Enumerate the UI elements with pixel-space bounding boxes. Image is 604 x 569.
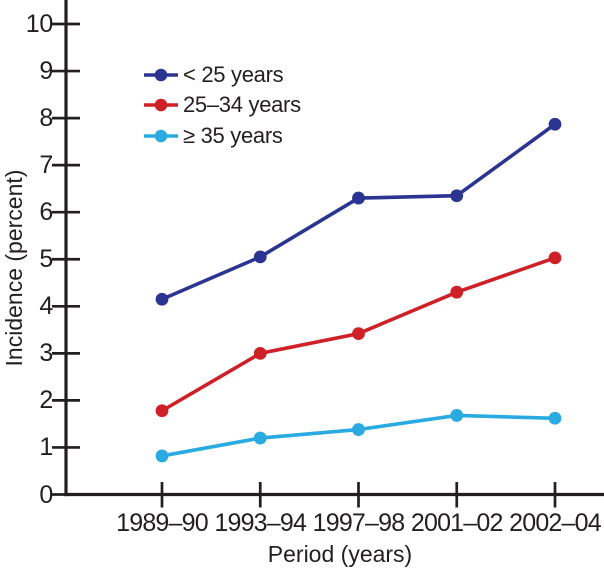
y-tick-label: 9 [39, 57, 53, 86]
data-point-25-years [253, 250, 267, 264]
data-point-25-years [352, 191, 365, 205]
y-axis-title: Incidence (percent) [1, 169, 27, 367]
y-tick-label: 10 [25, 10, 54, 38]
legend-marker-icon [144, 99, 178, 112]
data-point-25-years [548, 117, 562, 131]
y-tick-label: 1 [39, 433, 53, 462]
y-tick-label: 8 [39, 104, 53, 133]
x-tick-label: 1993–94 [214, 509, 307, 537]
y-tick-label: 5 [39, 245, 53, 274]
data-point-35-years [548, 411, 562, 425]
data-point-35-years [155, 449, 169, 463]
data-point-35-years [450, 409, 464, 422]
data-point-25-years [155, 292, 169, 306]
legend-label: ≥ 35 years [183, 122, 283, 148]
x-axis-title: Period (years) [267, 541, 413, 567]
data-point-35-years [253, 431, 267, 445]
legend-marker-icon [144, 129, 178, 143]
data-point-25-years [450, 189, 464, 203]
legend-item-25-years: < 25 years [144, 60, 301, 90]
data-point-25-34-years [450, 285, 464, 299]
data-point-25-34-years [548, 251, 562, 265]
legend-marker-icon [144, 68, 178, 82]
legend-item-25-34-years: 25–34 years [144, 90, 301, 120]
y-tick-label: 6 [39, 198, 53, 227]
y-tick-label: 0 [39, 480, 53, 509]
legend-label: 25–34 years [183, 92, 301, 118]
legend-label: < 25 years [183, 62, 284, 88]
y-tick-label: 7 [39, 151, 53, 180]
data-point-25-34-years [155, 404, 169, 418]
x-tick-label: 1989–90 [116, 509, 209, 537]
data-point-35-years [352, 423, 365, 436]
legend: < 25 years 25–34 years ≥ 35 years [144, 60, 301, 151]
data-point-25-34-years [253, 346, 267, 360]
legend-item-35-years: ≥ 35 years [144, 121, 301, 151]
x-tick-label: 2002–04 [509, 509, 602, 537]
x-tick-label: 2001–02 [410, 509, 504, 537]
y-tick-label: 2 [39, 386, 53, 415]
y-tick-label: 3 [39, 339, 53, 368]
data-point-25-34-years [352, 327, 365, 340]
x-tick-label: 1997–98 [312, 509, 406, 537]
y-tick-label: 4 [39, 292, 53, 321]
